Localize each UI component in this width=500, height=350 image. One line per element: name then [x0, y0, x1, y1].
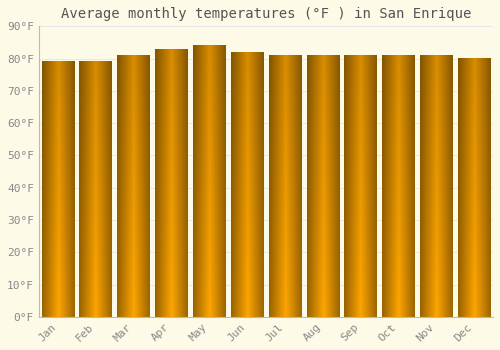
Title: Average monthly temperatures (°F ) in San Enrique: Average monthly temperatures (°F ) in Sa…	[60, 7, 471, 21]
